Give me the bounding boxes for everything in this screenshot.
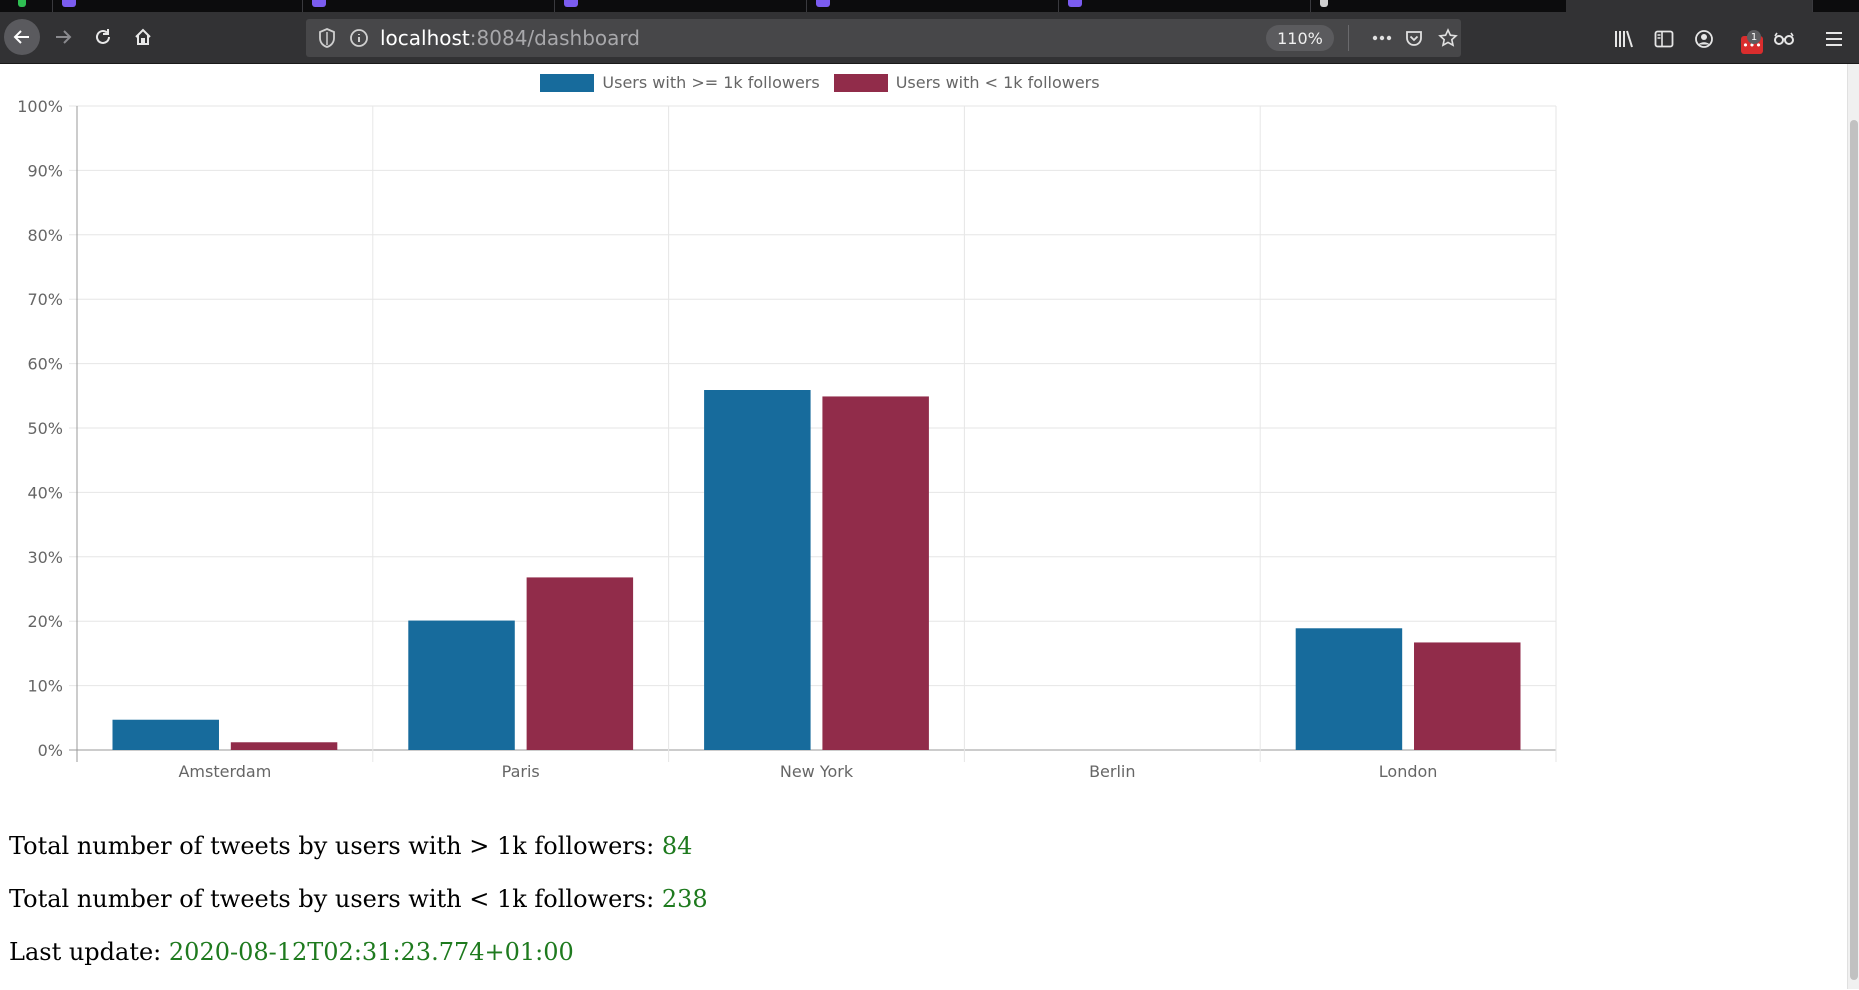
arrow-left-icon (13, 30, 29, 44)
page-content: Users with >= 1k followers Users with < … (0, 64, 1847, 989)
y-tick-label: 70% (27, 290, 63, 309)
bar (1295, 628, 1403, 750)
arrow-right-icon (56, 30, 72, 44)
bar (112, 719, 219, 750)
extension-badge-count: 1 (1747, 30, 1761, 44)
home-button[interactable] (126, 20, 160, 54)
bar (230, 742, 338, 750)
reload-button[interactable] (86, 20, 120, 54)
legend-swatch (833, 73, 888, 92)
y-tick-label: 50% (27, 419, 63, 438)
legend-item[interactable]: Users with >= 1k followers (540, 73, 820, 92)
stat-last-update: Last update: 2020-08-12T02:31:23.774+01:… (9, 937, 708, 990)
stat-label: Total number of tweets by users with > 1… (9, 832, 655, 860)
y-tick-label: 10% (27, 677, 63, 696)
legend-item[interactable]: Users with < 1k followers (833, 73, 1100, 92)
y-tick-label: 90% (27, 161, 63, 180)
stat-value: 238 (661, 885, 708, 913)
y-tick-label: 40% (27, 483, 63, 502)
x-tick-label: London (1379, 762, 1438, 781)
url-bar[interactable]: localhost:8084/dashboard 110% (306, 19, 1461, 57)
url-path: :8084/dashboard (469, 26, 640, 50)
tab-favicon-icon (62, 0, 76, 7)
tab-favicon-icon (1320, 0, 1328, 7)
bar (704, 390, 811, 750)
y-tick-label: 100% (17, 97, 63, 116)
tab-active[interactable] (1566, 0, 1813, 12)
x-tick-label: Amsterdam (178, 762, 271, 781)
tab[interactable] (52, 0, 303, 12)
url-host: localhost (380, 26, 470, 50)
site-info-icon[interactable] (348, 27, 370, 49)
tab-favicon-icon (564, 0, 578, 7)
bar (408, 620, 515, 750)
forward-button[interactable] (46, 20, 80, 54)
bar (1414, 642, 1521, 750)
extension-glasses-icon[interactable] (1771, 26, 1797, 52)
urlbar-divider (1348, 25, 1349, 51)
back-button[interactable] (4, 19, 40, 55)
tab-favicon-icon (312, 0, 326, 7)
zoom-level-button[interactable]: 110% (1266, 25, 1334, 51)
tab-favicon-icon (816, 0, 830, 7)
tab[interactable] (302, 0, 555, 12)
legend-swatch (540, 73, 595, 92)
tab-strip (0, 0, 1859, 12)
y-tick-label: 20% (27, 612, 63, 631)
chart-legend: Users with >= 1k followers Users with < … (0, 73, 1640, 92)
browser-toolbar: localhost:8084/dashboard 110% ••• 1 (0, 12, 1859, 64)
tab-favicon-icon (18, 0, 26, 7)
y-tick-label: 80% (27, 226, 63, 245)
bar (526, 577, 634, 750)
tab-favicon-icon (1068, 0, 1082, 7)
stat-above-1k: Total number of tweets by users with > 1… (9, 831, 708, 884)
stat-label: Last update: (9, 938, 162, 966)
tab[interactable] (1058, 0, 1311, 12)
page-actions-icon[interactable] (1370, 27, 1394, 49)
scrollbar-thumb[interactable] (1850, 120, 1858, 980)
tab[interactable] (806, 0, 1059, 12)
tab[interactable] (554, 0, 807, 12)
pocket-icon[interactable] (1402, 27, 1426, 49)
hamburger-menu-icon[interactable] (1821, 26, 1847, 52)
stat-below-1k: Total number of tweets by users with < 1… (9, 884, 708, 937)
tab[interactable] (0, 0, 53, 12)
account-icon[interactable] (1691, 26, 1717, 52)
home-icon (135, 28, 151, 45)
stat-label: Total number of tweets by users with < 1… (9, 885, 655, 913)
x-tick-label: New York (780, 762, 854, 781)
stat-value: 2020-08-12T02:31:23.774+01:00 (168, 938, 574, 966)
y-tick-label: 30% (27, 548, 63, 567)
bar (822, 396, 929, 750)
tracking-shield-icon[interactable] (316, 27, 338, 49)
library-icon[interactable] (1611, 26, 1637, 52)
vertical-scrollbar[interactable] (1847, 64, 1859, 989)
stat-value: 84 (661, 832, 693, 860)
bar-chart: 0% 10% 20% 30% 40% 50% 60% 70% 80% 90% 100% Amsterd… (17, 97, 1557, 781)
legend-label: Users with < 1k followers (895, 73, 1100, 92)
y-tick-label: 0% (38, 741, 63, 760)
y-tick-label: 60% (27, 355, 63, 374)
legend-label: Users with >= 1k followers (602, 73, 820, 92)
stats-panel: Total number of tweets by users with > 1… (9, 831, 708, 990)
reload-icon (96, 29, 110, 44)
bookmark-star-icon[interactable] (1436, 27, 1460, 49)
url-text[interactable]: localhost:8084/dashboard (380, 26, 640, 50)
x-tick-label: Paris (502, 762, 540, 781)
sidebar-toggle-icon[interactable] (1651, 26, 1677, 52)
tab[interactable] (1310, 0, 1567, 12)
x-tick-label: Berlin (1089, 762, 1135, 781)
